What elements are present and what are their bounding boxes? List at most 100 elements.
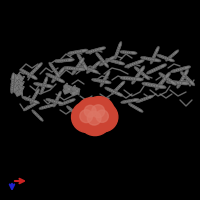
Ellipse shape <box>133 61 140 65</box>
Ellipse shape <box>103 76 107 82</box>
Ellipse shape <box>44 84 51 87</box>
Ellipse shape <box>175 68 182 71</box>
Ellipse shape <box>70 51 77 54</box>
Ellipse shape <box>67 99 73 103</box>
Ellipse shape <box>96 52 100 58</box>
Ellipse shape <box>90 49 97 52</box>
Ellipse shape <box>58 69 63 75</box>
Ellipse shape <box>12 73 15 80</box>
Ellipse shape <box>31 103 36 107</box>
Ellipse shape <box>52 100 58 103</box>
Ellipse shape <box>122 51 128 54</box>
Ellipse shape <box>34 82 40 86</box>
Ellipse shape <box>180 71 186 77</box>
Ellipse shape <box>49 104 55 107</box>
Ellipse shape <box>102 80 109 83</box>
Ellipse shape <box>141 72 146 77</box>
Ellipse shape <box>68 67 76 70</box>
Ellipse shape <box>150 58 154 64</box>
Ellipse shape <box>138 68 143 74</box>
Ellipse shape <box>154 59 161 62</box>
Ellipse shape <box>111 90 117 94</box>
Ellipse shape <box>23 107 29 111</box>
Ellipse shape <box>160 64 167 68</box>
Ellipse shape <box>11 86 13 94</box>
Ellipse shape <box>54 101 60 104</box>
Ellipse shape <box>171 81 179 84</box>
Ellipse shape <box>118 42 122 48</box>
Ellipse shape <box>126 51 133 54</box>
Ellipse shape <box>27 105 32 109</box>
Ellipse shape <box>94 79 101 82</box>
Ellipse shape <box>77 50 83 53</box>
Ellipse shape <box>80 58 84 65</box>
Ellipse shape <box>34 91 38 96</box>
Ellipse shape <box>40 88 44 94</box>
Ellipse shape <box>57 102 64 105</box>
Ellipse shape <box>80 58 84 64</box>
Ellipse shape <box>46 98 52 102</box>
Ellipse shape <box>50 75 56 79</box>
Ellipse shape <box>75 67 83 71</box>
Ellipse shape <box>11 82 14 89</box>
Ellipse shape <box>112 60 119 63</box>
Ellipse shape <box>41 106 47 109</box>
Ellipse shape <box>114 87 119 92</box>
Ellipse shape <box>56 72 61 78</box>
Ellipse shape <box>135 60 142 64</box>
Ellipse shape <box>123 77 131 80</box>
Ellipse shape <box>153 52 157 58</box>
Ellipse shape <box>95 100 101 103</box>
Ellipse shape <box>162 76 167 82</box>
Ellipse shape <box>180 75 185 82</box>
Ellipse shape <box>169 54 174 58</box>
Ellipse shape <box>120 81 125 86</box>
Ellipse shape <box>100 57 104 63</box>
Ellipse shape <box>38 83 45 86</box>
Ellipse shape <box>74 50 81 53</box>
Ellipse shape <box>116 61 123 64</box>
Circle shape <box>84 97 114 127</box>
Ellipse shape <box>104 62 109 68</box>
Ellipse shape <box>174 81 182 84</box>
Ellipse shape <box>179 77 184 84</box>
Ellipse shape <box>127 63 133 67</box>
Ellipse shape <box>152 58 159 62</box>
Ellipse shape <box>136 99 142 103</box>
Ellipse shape <box>130 77 138 81</box>
Ellipse shape <box>155 66 162 70</box>
Ellipse shape <box>88 68 94 72</box>
Ellipse shape <box>170 53 175 57</box>
Ellipse shape <box>54 60 62 62</box>
Ellipse shape <box>147 95 153 99</box>
Ellipse shape <box>158 85 166 89</box>
Ellipse shape <box>136 107 141 111</box>
Ellipse shape <box>32 94 36 100</box>
Ellipse shape <box>27 72 33 78</box>
Ellipse shape <box>161 74 167 79</box>
Ellipse shape <box>182 66 188 70</box>
Ellipse shape <box>22 70 28 74</box>
Ellipse shape <box>94 62 99 67</box>
Ellipse shape <box>67 58 74 61</box>
Ellipse shape <box>163 75 169 80</box>
Ellipse shape <box>128 51 135 54</box>
Ellipse shape <box>28 98 34 102</box>
Ellipse shape <box>58 91 61 97</box>
Ellipse shape <box>179 67 186 70</box>
Ellipse shape <box>104 81 111 84</box>
Ellipse shape <box>153 67 160 71</box>
Ellipse shape <box>125 64 131 68</box>
Ellipse shape <box>54 99 58 105</box>
Ellipse shape <box>74 65 79 71</box>
Polygon shape <box>15 79 24 88</box>
Circle shape <box>72 102 102 132</box>
Ellipse shape <box>86 50 92 54</box>
Ellipse shape <box>65 100 71 103</box>
Ellipse shape <box>151 68 158 72</box>
Ellipse shape <box>184 69 189 76</box>
Ellipse shape <box>100 103 106 107</box>
Ellipse shape <box>44 77 48 83</box>
Ellipse shape <box>145 57 152 60</box>
Ellipse shape <box>65 59 72 62</box>
